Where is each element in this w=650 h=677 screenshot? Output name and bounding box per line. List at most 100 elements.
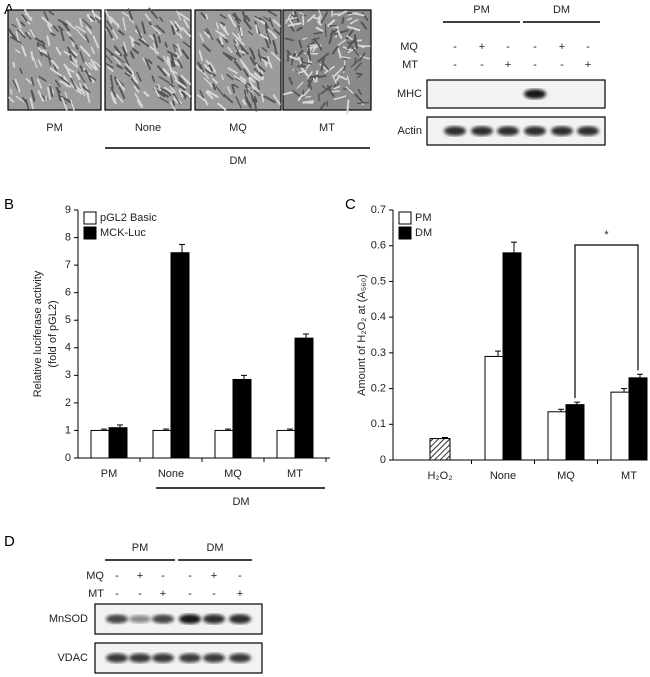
cell xyxy=(128,17,135,24)
cell xyxy=(124,72,131,77)
cell xyxy=(136,99,143,107)
cell xyxy=(199,63,205,73)
cell xyxy=(297,49,304,57)
band xyxy=(444,126,466,136)
cell xyxy=(318,9,323,19)
band-label: MHC xyxy=(397,88,422,100)
cell xyxy=(217,102,227,111)
cell xyxy=(234,39,239,46)
band xyxy=(203,653,225,663)
band xyxy=(497,126,519,136)
cell xyxy=(20,21,26,27)
sign: + xyxy=(559,41,565,53)
cell xyxy=(306,71,313,80)
cell xyxy=(352,12,365,17)
cell xyxy=(212,83,217,91)
cell xyxy=(112,29,119,40)
band xyxy=(229,614,251,624)
cell xyxy=(79,65,84,72)
cell xyxy=(66,31,72,37)
cell xyxy=(180,87,192,98)
cell xyxy=(208,64,214,72)
cell xyxy=(59,76,71,86)
significance-label: * xyxy=(604,229,609,241)
cell xyxy=(241,60,250,73)
group-label: PM xyxy=(473,4,490,16)
legend-label: PM xyxy=(415,212,432,224)
cell xyxy=(296,81,304,89)
cell xyxy=(215,30,227,39)
cell xyxy=(334,29,349,36)
cell xyxy=(252,84,261,93)
cell xyxy=(216,38,224,48)
cell xyxy=(57,25,64,31)
cell xyxy=(234,44,240,54)
band xyxy=(524,126,546,136)
band xyxy=(129,615,151,623)
group-label: DM xyxy=(229,155,246,167)
cell xyxy=(206,27,214,41)
cell xyxy=(61,96,68,111)
cell xyxy=(173,45,177,54)
cell xyxy=(284,37,294,42)
cell xyxy=(172,100,176,107)
cell xyxy=(239,58,246,69)
cell xyxy=(315,26,324,32)
micrograph xyxy=(282,9,372,115)
cell xyxy=(147,59,153,65)
cell xyxy=(75,73,81,80)
cell xyxy=(172,72,179,83)
band xyxy=(106,614,128,624)
cell xyxy=(346,25,361,32)
cell xyxy=(170,60,174,68)
cell xyxy=(113,45,123,57)
cell xyxy=(285,13,292,24)
cell xyxy=(248,47,256,60)
cell xyxy=(48,10,55,16)
cell xyxy=(293,69,302,75)
cell xyxy=(205,90,214,100)
cell xyxy=(169,75,174,85)
cell xyxy=(233,60,242,71)
cell xyxy=(253,72,263,81)
cell xyxy=(166,59,173,73)
band xyxy=(152,653,174,663)
cell xyxy=(346,38,356,50)
cell xyxy=(324,65,335,74)
cell xyxy=(178,89,184,98)
y-tick-label: 9 xyxy=(65,204,71,216)
cell xyxy=(115,93,124,103)
cell xyxy=(249,76,256,84)
cell xyxy=(272,39,278,55)
cell xyxy=(21,45,27,57)
y-tick-label: 0.6 xyxy=(371,240,386,252)
y-tick-label: 3 xyxy=(65,369,71,381)
cell xyxy=(50,32,56,37)
cell xyxy=(296,26,303,32)
cell xyxy=(302,37,308,41)
cell xyxy=(253,96,258,103)
cell xyxy=(255,63,261,73)
legend-swatch xyxy=(398,226,412,240)
group-label: DM xyxy=(206,542,223,554)
panel-label: B xyxy=(4,196,14,213)
cell xyxy=(346,17,353,21)
cell xyxy=(174,51,181,58)
micrograph xyxy=(194,9,282,112)
cell xyxy=(171,25,176,36)
cell xyxy=(335,26,339,39)
cell xyxy=(239,76,247,82)
cell xyxy=(306,51,311,58)
cell xyxy=(333,85,341,90)
cell xyxy=(267,33,272,45)
cell xyxy=(64,91,68,99)
row-label: MQ xyxy=(86,570,104,582)
cell xyxy=(354,93,365,104)
x-tick-label: MT xyxy=(621,470,637,482)
y-tick-label: 5 xyxy=(65,314,71,326)
sign: - xyxy=(560,59,564,71)
cell xyxy=(44,95,48,101)
cell xyxy=(41,49,50,55)
cell xyxy=(200,12,207,19)
cell xyxy=(148,45,160,55)
